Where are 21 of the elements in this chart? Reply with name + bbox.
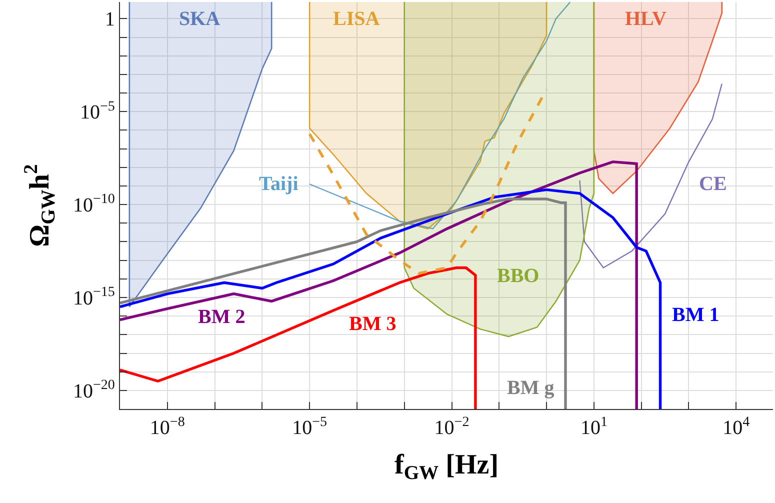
series-label: BM g <box>507 377 554 399</box>
series-label: CE <box>699 173 727 195</box>
y-tick-label: 1 <box>104 8 115 31</box>
series-label: BBO <box>497 265 540 287</box>
series-label: SKA <box>179 8 221 30</box>
x-tick-label: 10$^{−2}$ <box>434 414 470 440</box>
x-tick-label: 10$^{−5}$ <box>292 414 328 440</box>
x-tick-label: 10$^{1}$ <box>580 414 608 440</box>
x-axis-title: f$_{GW}$ [Hz] <box>394 449 499 484</box>
series-label: BM 1 <box>672 304 720 326</box>
series-label: HLV <box>625 8 668 30</box>
y-tick-label: 10$^{−5}$ <box>80 99 115 124</box>
y-tick-label: 10$^{−15}$ <box>72 285 115 310</box>
x-tick-label: 10$^{4}$ <box>722 414 750 440</box>
y-tick-label: 10$^{−10}$ <box>72 192 115 217</box>
series-label: Taiji <box>259 173 299 195</box>
series-label: BM 3 <box>349 313 396 335</box>
series-label: LISA <box>333 8 380 30</box>
y-tick-label: 10$^{−20}$ <box>72 378 115 402</box>
series-label: BM 2 <box>198 306 246 328</box>
x-tick-label: 10$^{−8}$ <box>150 414 185 440</box>
